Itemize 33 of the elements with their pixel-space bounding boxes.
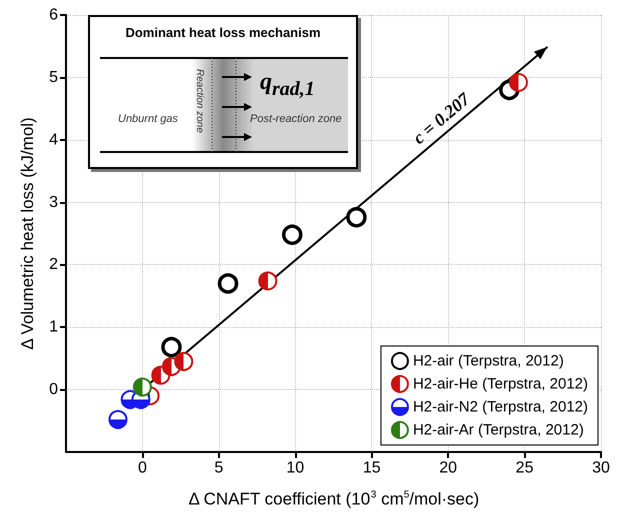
annotation: Dominant heat loss mechanism [124, 25, 322, 40]
y-tick-label: 5 [49, 68, 58, 86]
annotation: q$_{rad,1}$ [260, 69, 315, 101]
legend-label: H2-air-Ar (Terpstra, 2012) [412, 422, 584, 438]
x-tick-label: 10 [286, 460, 304, 476]
x-tick-label: 30 [592, 460, 610, 476]
x-tick-label: 20 [439, 460, 458, 476]
x-tick-label: 5 [214, 460, 224, 476]
y-tick-label: 6 [49, 6, 58, 24]
y-tick-label: 4 [49, 131, 58, 148]
point [508, 72, 528, 92]
annotation: Post-reaction zone [250, 113, 342, 125]
point [346, 207, 367, 228]
x-tick-label: 0 [138, 460, 147, 476]
x-tick-label: 15 [362, 460, 381, 476]
point [132, 378, 152, 397]
y-tick-label: 3 [49, 194, 58, 211]
y-tick-label: 1 [49, 318, 58, 336]
y-tick-label: 2 [49, 256, 58, 274]
point [282, 224, 302, 245]
point [258, 271, 278, 290]
y-axis-title: Δ Volumetric heat loss (kJ/mol) [18, 117, 37, 350]
legend-label: H2-air-He (Terpstra, 2012) [412, 376, 588, 392]
x-tick-label: 25 [516, 460, 534, 476]
annotation: Unburnt gas [118, 113, 178, 125]
annotation: Reaction zone [194, 69, 205, 133]
y-tick-label: 0 [49, 381, 58, 398]
point [161, 336, 182, 358]
point [108, 410, 128, 430]
legend-label: H2-air-N2 (Terpstra, 2012) [412, 398, 588, 416]
point [174, 352, 194, 371]
point [218, 273, 238, 294]
legend-label: H2-air (Terpstra, 2012) [412, 352, 564, 370]
